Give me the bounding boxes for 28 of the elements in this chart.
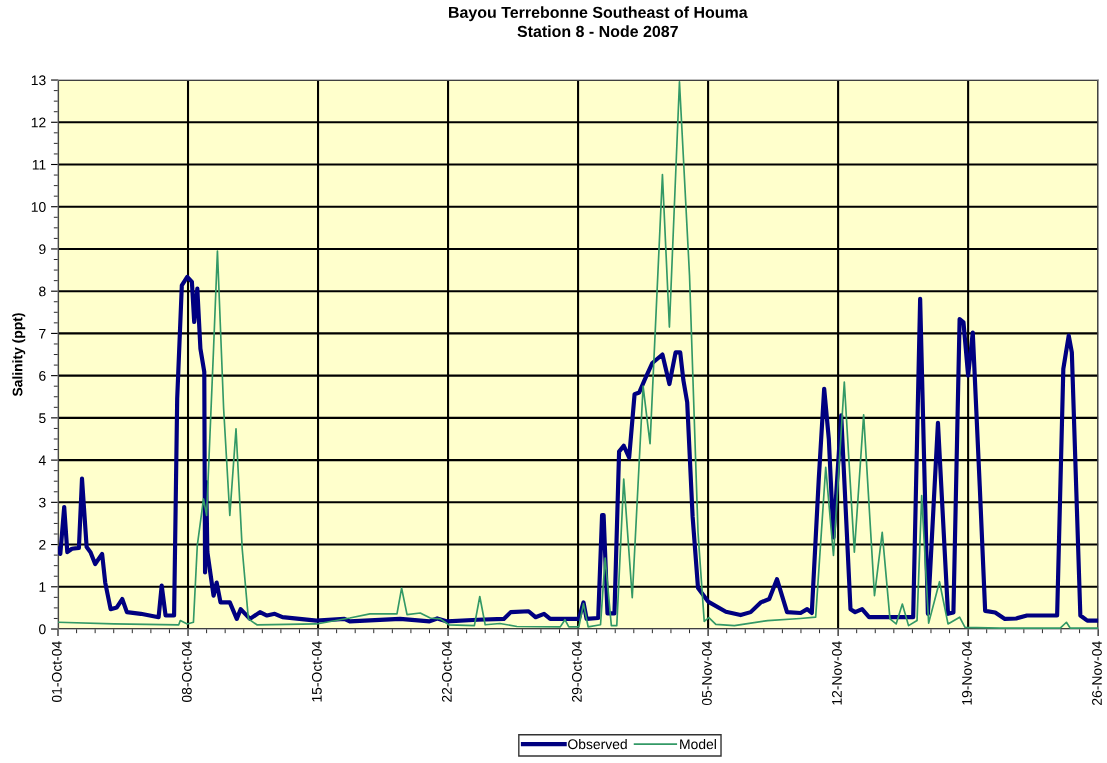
y-tick-label: 4 (38, 455, 46, 466)
legend-label: Model (680, 738, 716, 750)
chart-title: Bayou Terrebonne Southeast of Houma (449, 6, 748, 22)
x-tick-label: 01-Oct-04 (51, 641, 62, 703)
y-tick-label: 8 (39, 286, 46, 297)
y-tick-label: 6 (39, 370, 46, 381)
x-tick-label: 12-Nov-04 (832, 641, 842, 705)
x-tick-label: 05-Nov-04 (701, 641, 712, 706)
y-tick-label: 10 (31, 202, 46, 212)
x-tick-label: 15-Oct-04 (311, 641, 322, 702)
y-tick-label: 0 (39, 624, 46, 635)
x-tick-label: 08-Oct-04 (181, 641, 192, 703)
y-tick-label: 1 (39, 582, 46, 592)
y-tick-label: 7 (39, 328, 46, 339)
chart-subtitle: Station 8 - Node 2087 (517, 25, 678, 38)
x-tick-label: 29-Oct-04 (571, 641, 582, 702)
y-axis-title: Salinity (ppt) (12, 313, 26, 397)
x-tick-label: 22-Oct-04 (441, 641, 452, 702)
y-tick-label: 5 (39, 413, 46, 424)
y-tick-label: 9 (39, 244, 46, 255)
x-tick-label: 26-Nov-04 (1092, 641, 1102, 705)
legend-label: Observed (568, 738, 627, 750)
y-tick-label: 12 (31, 117, 46, 128)
y-tick-label: 3 (39, 497, 46, 508)
y-tick-label: 2 (39, 539, 46, 550)
y-tick-label: 13 (31, 75, 46, 86)
x-tick-label: 19-Nov-04 (962, 641, 972, 705)
y-tick-label: 11 (32, 159, 46, 170)
